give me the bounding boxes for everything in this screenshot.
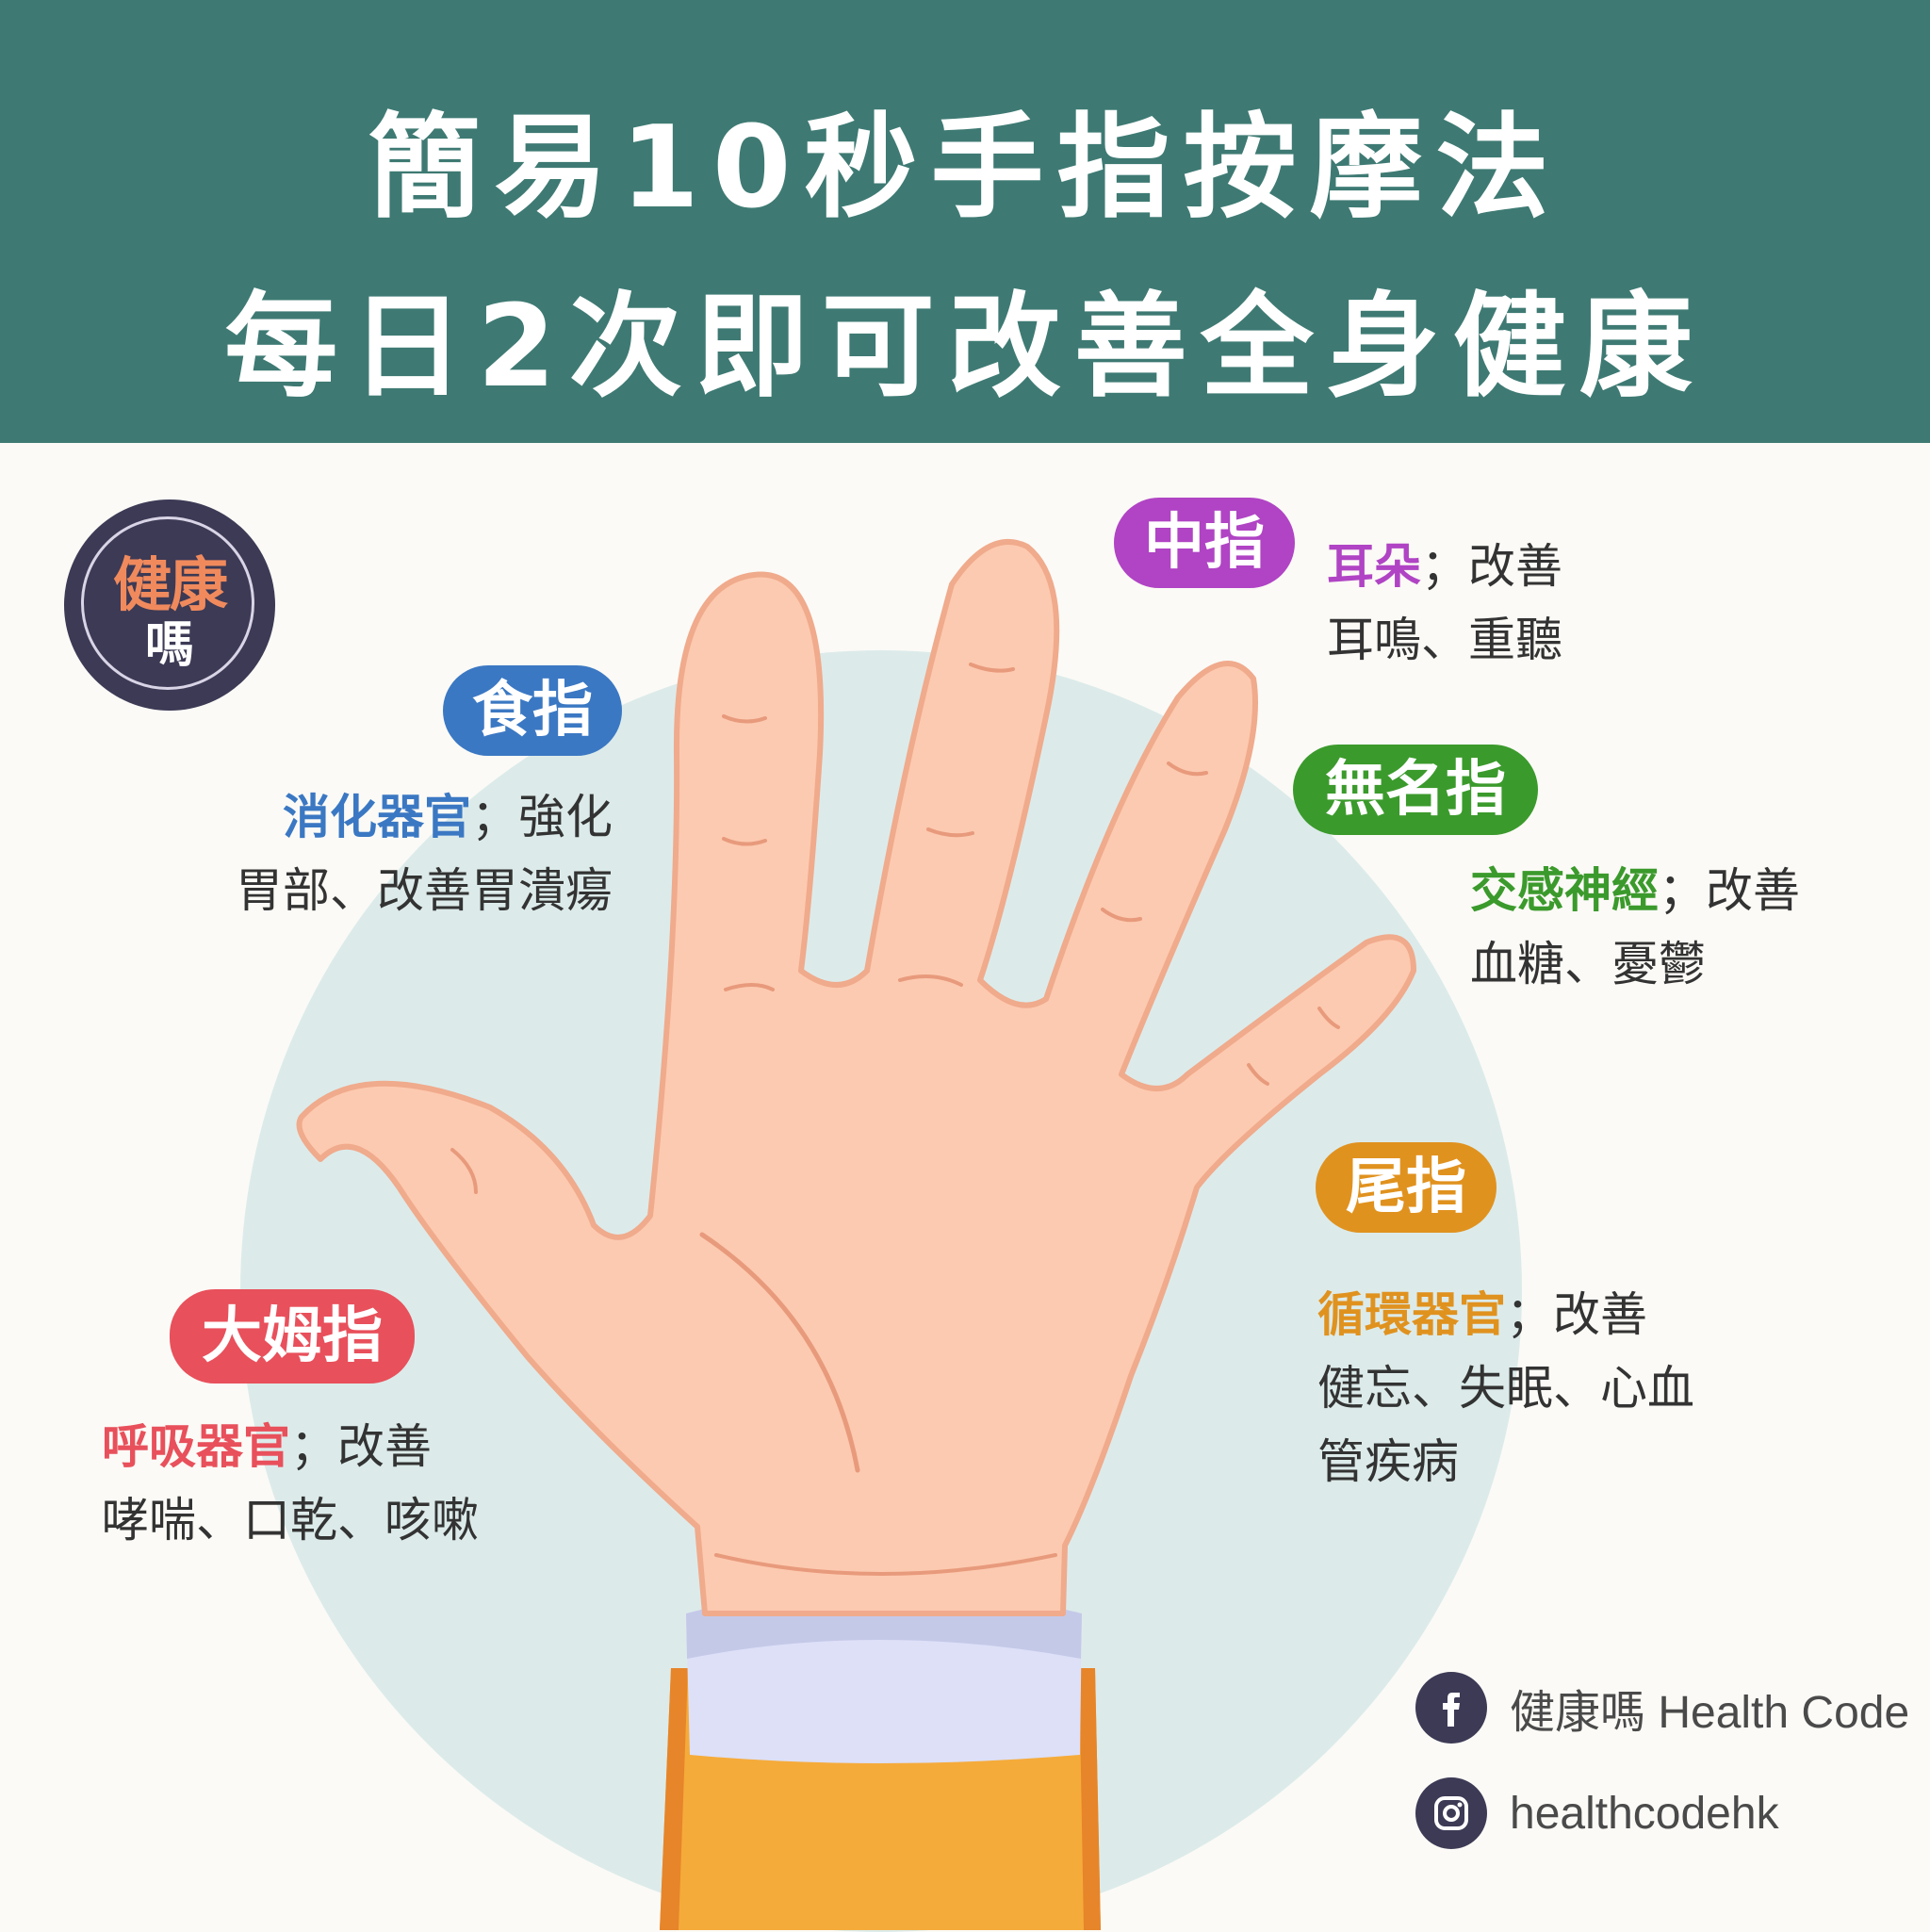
wrist-crease	[714, 1553, 1057, 1576]
knuckle-crease-8	[1247, 1063, 1269, 1086]
middle-sep: ；改善	[1421, 539, 1562, 594]
instagram-icon	[1415, 1777, 1487, 1849]
title-banner: 簡易10秒手指按摩法 每日2次即可改善全身健康	[0, 0, 1930, 443]
thumb-sep: ；改善	[290, 1419, 432, 1474]
note-ring-line-1: 交感神經；改善	[1470, 854, 1800, 927]
facebook-text: 健康嗎 Health Code	[1510, 1688, 1910, 1738]
instagram-glyph	[1434, 1796, 1468, 1830]
knuckle-crease-2	[722, 837, 767, 846]
logo-text-1: 健康	[112, 550, 228, 619]
note-thumb: 呼吸器官；改善 哮喘、口乾、咳嗽	[102, 1410, 479, 1557]
note-little-finger: 循環器官；改善 健忘、失眠、心血 管疾病	[1317, 1278, 1694, 1498]
title-line-2: 每日2次即可改善全身健康	[224, 282, 1706, 413]
note-middle-line-2: 耳鳴、重聽	[1327, 613, 1562, 667]
note-index-line-1: 消化器官；強化	[198, 780, 613, 854]
note-little-line-1: 循環器官；改善	[1317, 1278, 1694, 1351]
note-index-line-2: 胃部、改善胃潰瘍	[236, 863, 613, 918]
knuckle-crease-4	[926, 827, 974, 838]
knuckle-crease-6	[1101, 908, 1142, 923]
instagram-row[interactable]: healthcodehk	[1415, 1777, 1779, 1849]
knuckle-crease-7	[1317, 1007, 1340, 1029]
sleeve-edge-left	[660, 1668, 688, 1930]
knuckle-crease-3	[969, 663, 1015, 673]
knuckle-crease-9	[450, 1148, 478, 1194]
label-ring-finger: 無名指	[1293, 745, 1538, 835]
ring-keyword: 交感神經	[1470, 863, 1659, 918]
note-middle-finger: 耳朵；改善 耳鳴、重聽	[1327, 530, 1562, 677]
palm-crease-head	[898, 974, 963, 987]
little-sep: ；改善	[1506, 1287, 1647, 1342]
knuckle-crease-1	[722, 714, 767, 724]
sleeve-edge-right	[1079, 1668, 1101, 1930]
note-thumb-line-1: 呼吸器官；改善	[102, 1410, 479, 1483]
note-index-finger: 消化器官；強化 胃部、改善胃潰瘍	[198, 780, 613, 927]
note-middle-line-1: 耳朵；改善	[1327, 530, 1562, 603]
brand-logo: 健康 嗎	[64, 499, 275, 711]
knuckle-crease-5	[1167, 761, 1208, 777]
note-ring-finger: 交感神經；改善 血糖、憂鬱	[1470, 854, 1800, 1001]
note-ring-line-2: 血糖、憂鬱	[1470, 937, 1706, 991]
label-index-finger: 食指	[443, 665, 622, 756]
facebook-glyph	[1443, 1693, 1460, 1727]
thumb-keyword: 呼吸器官	[102, 1419, 290, 1474]
facebook-icon	[1415, 1672, 1487, 1744]
note-little-line-3: 管疾病	[1317, 1434, 1459, 1489]
note-little-line-2: 健忘、失眠、心血	[1317, 1361, 1694, 1416]
label-thumb: 大姆指	[170, 1289, 415, 1384]
little-keyword: 循環器官	[1317, 1287, 1506, 1342]
ring-sep: ；改善	[1659, 863, 1800, 918]
facebook-row[interactable]: 健康嗎 Health Code	[1415, 1672, 1909, 1744]
index-sep: ；強化	[471, 790, 613, 844]
title-line-1: 簡易10秒手指按摩法	[368, 103, 1562, 234]
label-little-finger: 尾指	[1316, 1142, 1497, 1233]
hand-palm	[296, 539, 1416, 1616]
logo-text-2: 嗎	[144, 617, 194, 674]
instagram-text: healthcodehk	[1510, 1788, 1779, 1839]
note-thumb-line-2: 哮喘、口乾、咳嗽	[102, 1493, 479, 1547]
label-middle-finger: 中指	[1114, 498, 1295, 588]
logo-ring	[81, 516, 254, 690]
palm-crease-life	[699, 1232, 860, 1473]
middle-keyword: 耳朵	[1327, 539, 1421, 594]
index-keyword: 消化器官	[283, 790, 471, 844]
palm-crease-heart	[724, 983, 775, 991]
